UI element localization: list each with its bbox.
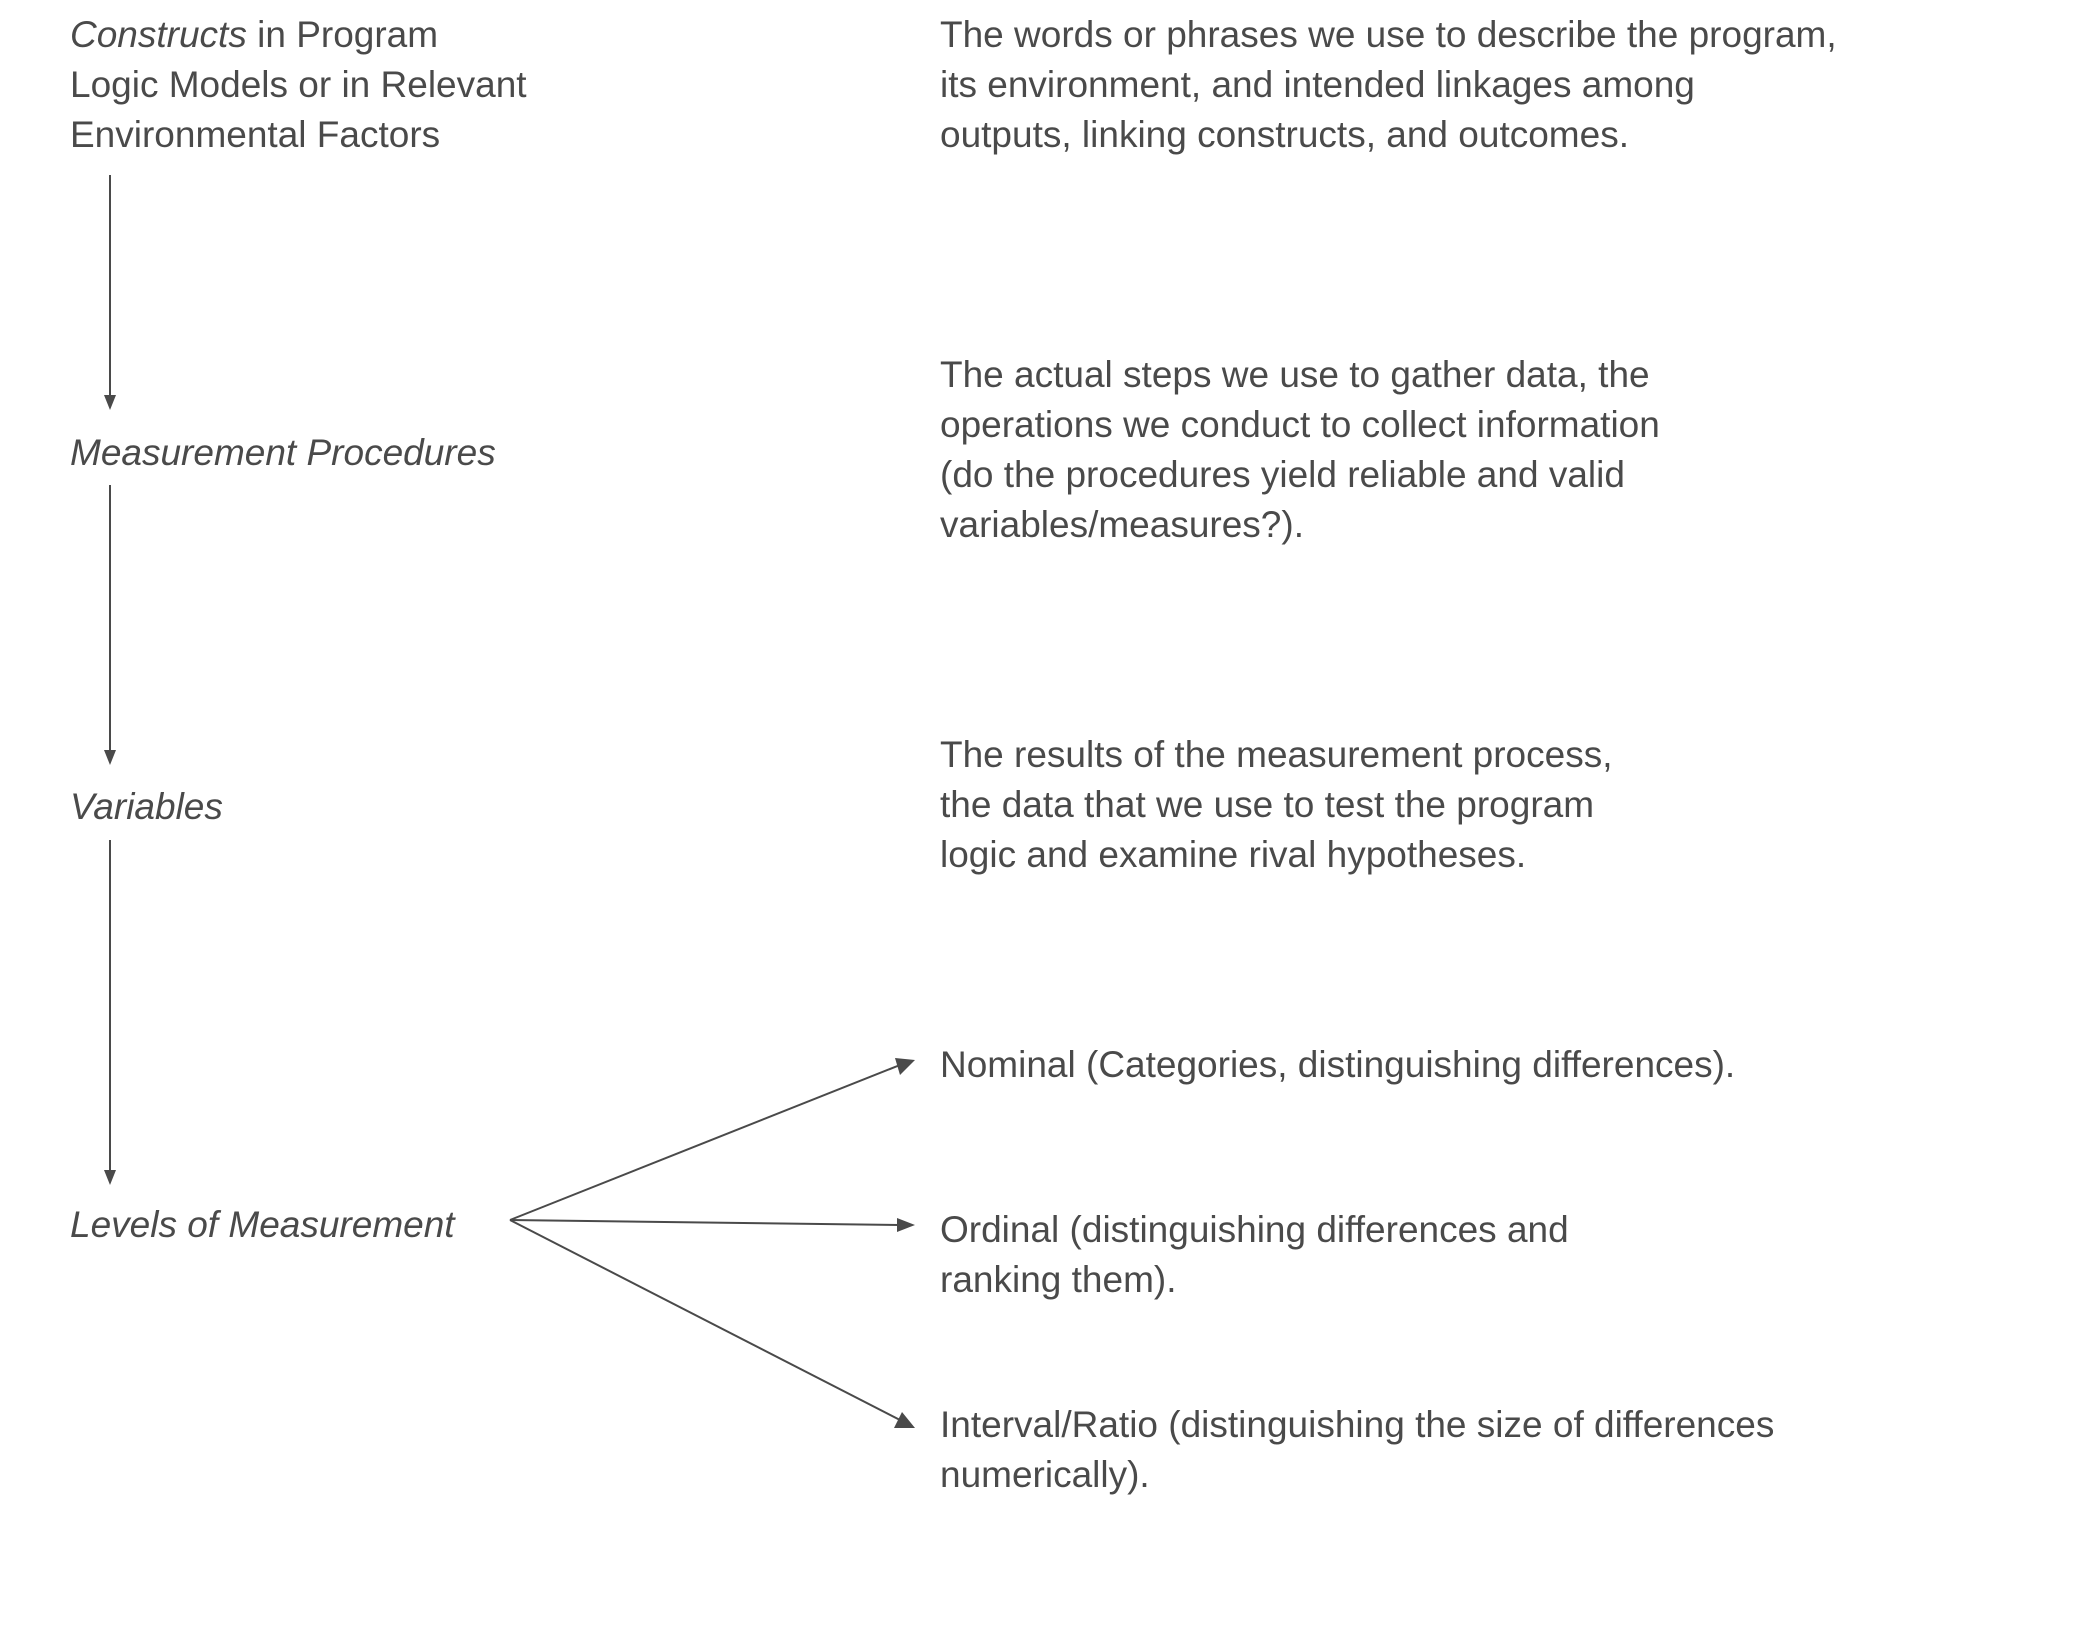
arrow-constructs-to-procedures xyxy=(100,175,120,420)
arrow-procedures-to-variables xyxy=(100,485,120,775)
ordinal-desc: Ordinal (distinguishing differences and … xyxy=(940,1205,1840,1305)
measurement-procedures-label: Measurement Procedures xyxy=(70,428,496,478)
variables-desc: The results of the measurement process, … xyxy=(940,730,1940,880)
interval-desc: Interval/Ratio (distinguishing the size … xyxy=(940,1400,2040,1500)
constructs-italic: Constructs xyxy=(70,14,247,55)
branch-arrows xyxy=(500,1040,930,1460)
arrow-variables-to-levels xyxy=(100,840,120,1195)
nominal-desc: Nominal (Categories, distinguishing diff… xyxy=(940,1040,2040,1090)
constructs-desc: The words or phrases we use to describe … xyxy=(940,10,2090,160)
constructs-label: Constructs in Program Logic Models or in… xyxy=(70,10,630,160)
levels-label: Levels of Measurement xyxy=(70,1200,455,1250)
measurement-procedures-desc: The actual steps we use to gather data, … xyxy=(940,350,2040,550)
measurement-flowchart: Constructs in Program Logic Models or in… xyxy=(0,0,2100,1639)
variables-label: Variables xyxy=(70,782,223,832)
